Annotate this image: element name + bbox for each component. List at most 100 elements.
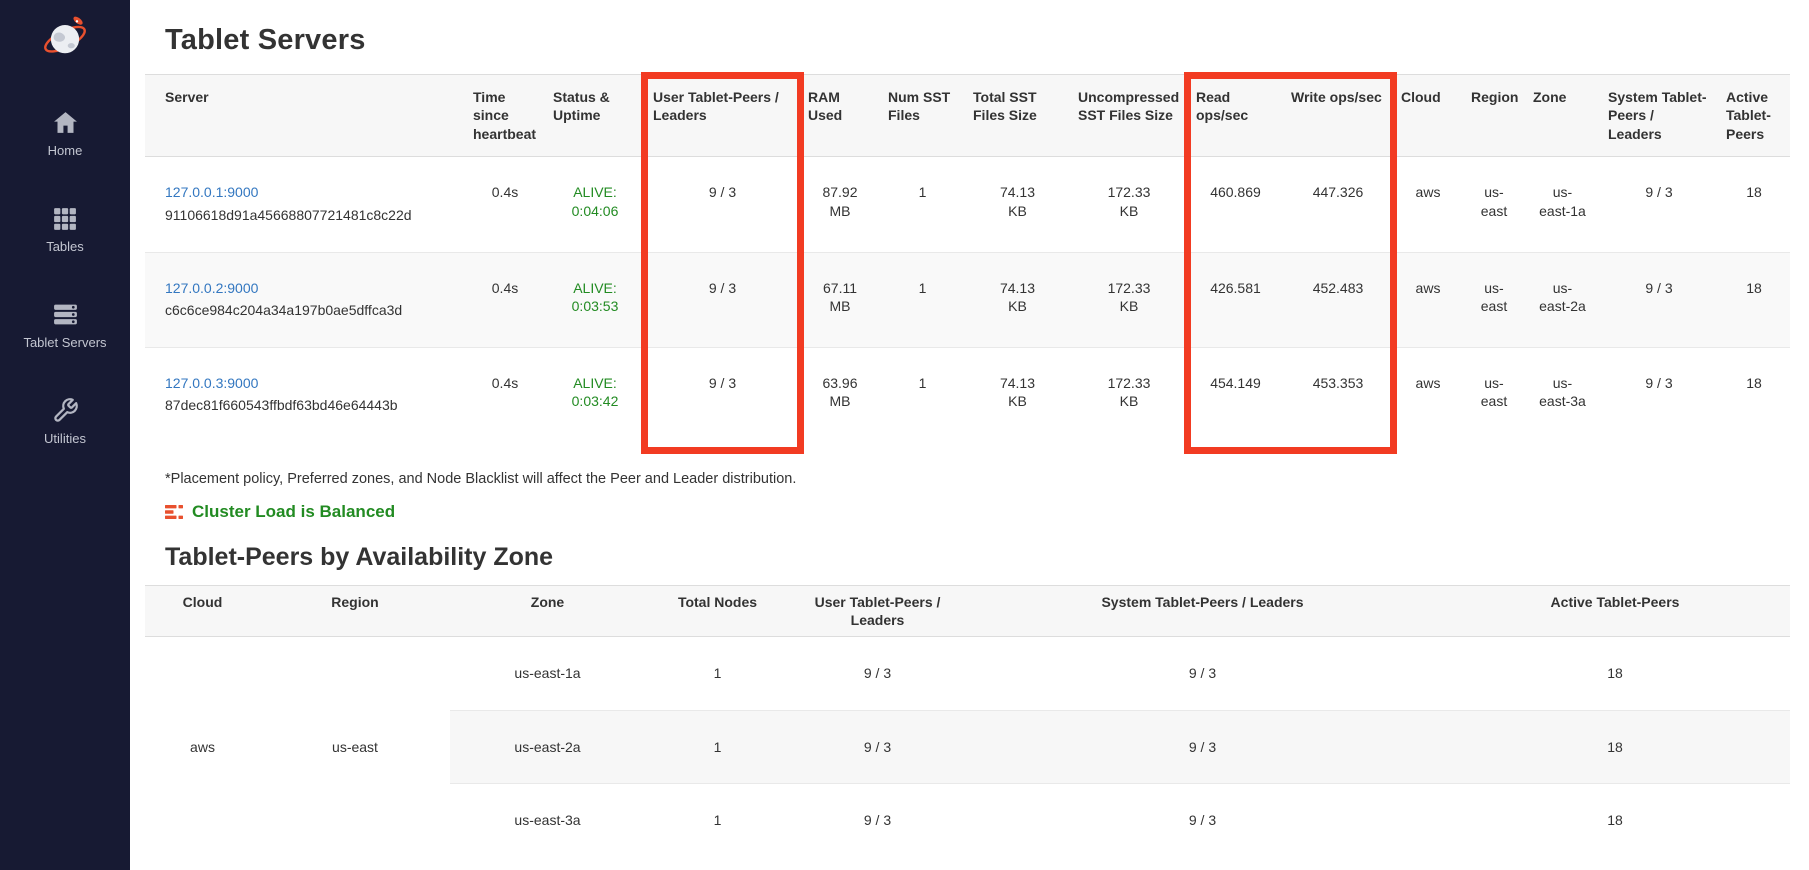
cloud-cell: aws: [1393, 251, 1463, 348]
placement-footnote: *Placement policy, Preferred zones, and …: [165, 470, 797, 487]
status-uptime-cell: ALIVE: 0:03:53: [545, 251, 645, 348]
user-tablet-peers-cell: 9 / 3: [708, 184, 737, 201]
servers-column-header: Status & Uptime: [545, 73, 645, 158]
zones-column-header: Cloud: [145, 584, 260, 638]
cloud-cell: aws: [1415, 184, 1441, 201]
uncompressed-sst-size-cell: 172.33 KB: [1107, 184, 1151, 219]
zones-total-nodes-cell: 1: [713, 665, 722, 682]
server-cell: 127.0.0.1:9000 91106618d91a45668807721481…: [145, 157, 465, 252]
sidebar-item-label: Utilities: [44, 431, 86, 446]
servers-header-row: Server Time since heartbeat Status & Uptim…: [145, 73, 1790, 158]
read-ops-cell: 460.869: [1210, 184, 1261, 201]
sidebar-item-tables[interactable]: Tables: [46, 205, 84, 254]
server-row: 127.0.0.2:9000 c6c6ce984c204a34a197b0ae5d…: [145, 251, 1790, 348]
zones-column-header: User Tablet-Peers / Leaders: [790, 584, 965, 638]
num-sst-files-cell: 1: [880, 251, 965, 348]
zone-cell: us-east-3a: [1525, 347, 1600, 443]
zones-active-peers-cell: 18: [1607, 665, 1623, 682]
servers-column-header: Read ops/sec: [1188, 73, 1283, 158]
cloud-cell: aws: [1393, 347, 1463, 443]
servers-column-header: Num SST Files: [880, 73, 965, 158]
sidebar-item-home[interactable]: Home: [48, 109, 82, 158]
zones-active-peers-cell: 18: [1440, 782, 1790, 857]
server-address-link[interactable]: 127.0.0.2:9000: [165, 279, 259, 296]
sidebar-item-label: Tablet Servers: [23, 335, 107, 350]
server-uuid: 87dec81f660543ffbdf63bd46e64443b: [165, 397, 398, 414]
servers-column-header: User Tablet-Peers / Leaders: [645, 73, 800, 158]
main-content: Tablet Servers Server Time since heartbea…: [130, 24, 1809, 857]
server-address-link[interactable]: 127.0.0.1:9000: [165, 184, 259, 201]
servers-column-header: Zone: [1525, 73, 1600, 158]
servers-column-header: Active Tablet-Peers: [1718, 73, 1790, 158]
zones-system-peers-cell: 9 / 3: [1188, 665, 1217, 682]
uncompressed-sst-size-cell: 172.33 KB: [1070, 347, 1188, 443]
zones-zone-cell: us-east-1a: [514, 665, 581, 682]
zones-system-peers-cell: 9 / 3: [965, 709, 1440, 784]
zone-cell: us-east-2a: [1525, 251, 1600, 348]
ram-used-cell: 63.96 MB: [800, 347, 880, 443]
status-uptime-cell: ALIVE: 0:04:06: [571, 184, 619, 219]
zones-column-header: Zone: [450, 584, 645, 638]
sidebar-nav: Home Tables: [23, 109, 107, 446]
balance-icon: [165, 504, 183, 519]
servers-table: Server Time since heartbeat Status & Uptim…: [145, 73, 1790, 443]
heartbeat-cell: 0.4s: [465, 347, 545, 443]
zone-cell: us-east-1a: [1539, 184, 1586, 219]
region-cell: us-east: [1480, 184, 1508, 219]
server-uuid: c6c6ce984c204a34a197b0ae5dffca3d: [165, 301, 403, 318]
ram-used-cell: 67.11 MB: [800, 251, 880, 348]
zones-zone-cell: us-east-3a: [450, 782, 645, 857]
sidebar: Home Tables: [0, 0, 130, 870]
servers-column-header: Uncompressed SST Files Size: [1070, 73, 1188, 158]
uncompressed-sst-size-cell: 172.33 KB: [1070, 251, 1188, 348]
ram-used-cell: 87.92 MB: [822, 184, 858, 219]
zones-user-peers-cell: 9 / 3: [790, 709, 965, 784]
server-row: 127.0.0.1:9000 91106618d91a45668807721481…: [145, 157, 1790, 252]
servers-column-header: Time since heartbeat: [465, 73, 545, 158]
system-tablet-peers-cell: 9 / 3: [1600, 347, 1718, 443]
write-ops-cell: 452.483: [1283, 251, 1393, 348]
sidebar-item-utilities[interactable]: Utilities: [44, 397, 86, 446]
utilities-wrench-icon: [53, 398, 78, 422]
status-uptime-cell: ALIVE: 0:03:42: [545, 347, 645, 443]
write-ops-cell: 447.326: [1312, 184, 1364, 201]
num-sst-files-cell: 1: [918, 184, 927, 201]
server-uuid: 91106618d91a45668807721481c8c22d: [165, 206, 412, 223]
total-sst-size-cell: 74.13 KB: [965, 251, 1070, 348]
zones-active-peers-cell: 18: [1440, 709, 1790, 784]
servers-column-header: System Tablet-Peers / Leaders: [1600, 73, 1718, 158]
active-tablet-peers-cell: 18: [1746, 184, 1762, 201]
zones-total-nodes-cell: 1: [645, 709, 790, 784]
total-sst-size-cell: 74.13 KB: [999, 184, 1036, 219]
active-tablet-peers-cell: 18: [1718, 251, 1790, 348]
servers-column-header: Cloud: [1393, 73, 1463, 158]
zones-column-header: Total Nodes: [645, 584, 790, 638]
zones-header-row: Cloud Region Zone Total Nodes User Tablet-Pe…: [145, 584, 1790, 638]
servers-column-header: RAM Used: [800, 73, 880, 158]
zones-total-nodes-cell: 1: [645, 782, 790, 857]
page-title: Tablet Servers: [165, 24, 366, 56]
region-cell: us-east: [1463, 251, 1525, 348]
server-cell: 127.0.0.2:9000 c6c6ce984c204a34a197b0ae5d…: [145, 251, 465, 348]
tablet-servers-icon: [53, 304, 77, 325]
tables-icon: [54, 208, 77, 230]
read-ops-cell: 426.581: [1188, 251, 1283, 348]
active-tablet-peers-cell: 18: [1718, 347, 1790, 443]
zones-section-title: Tablet-Peers by Availability Zone: [165, 542, 554, 571]
zones-zone-cell: us-east-2a: [450, 709, 645, 784]
servers-column-header: Write ops/sec: [1283, 73, 1393, 158]
sidebar-item-label: Tables: [46, 239, 84, 254]
server-row: 127.0.0.3:9000 87dec81f660543ffbdf63bd46e…: [145, 347, 1790, 443]
sidebar-item-tablet-servers[interactable]: Tablet Servers: [23, 301, 107, 350]
server-address-link[interactable]: 127.0.0.3:9000: [165, 375, 259, 392]
system-tablet-peers-cell: 9 / 3: [1645, 184, 1673, 201]
user-tablet-peers-cell: 9 / 3: [645, 347, 800, 443]
total-sst-size-cell: 74.13 KB: [965, 347, 1070, 443]
yugabyte-logo-icon: [40, 12, 90, 65]
zones-system-peers-cell: 9 / 3: [965, 782, 1440, 857]
read-ops-cell: 454.149: [1188, 347, 1283, 443]
zones-region-cell: us-east: [332, 738, 378, 755]
zone-row: aws us-east us-east-1a 1 9 / 3 9 / 3 18: [145, 637, 1790, 754]
